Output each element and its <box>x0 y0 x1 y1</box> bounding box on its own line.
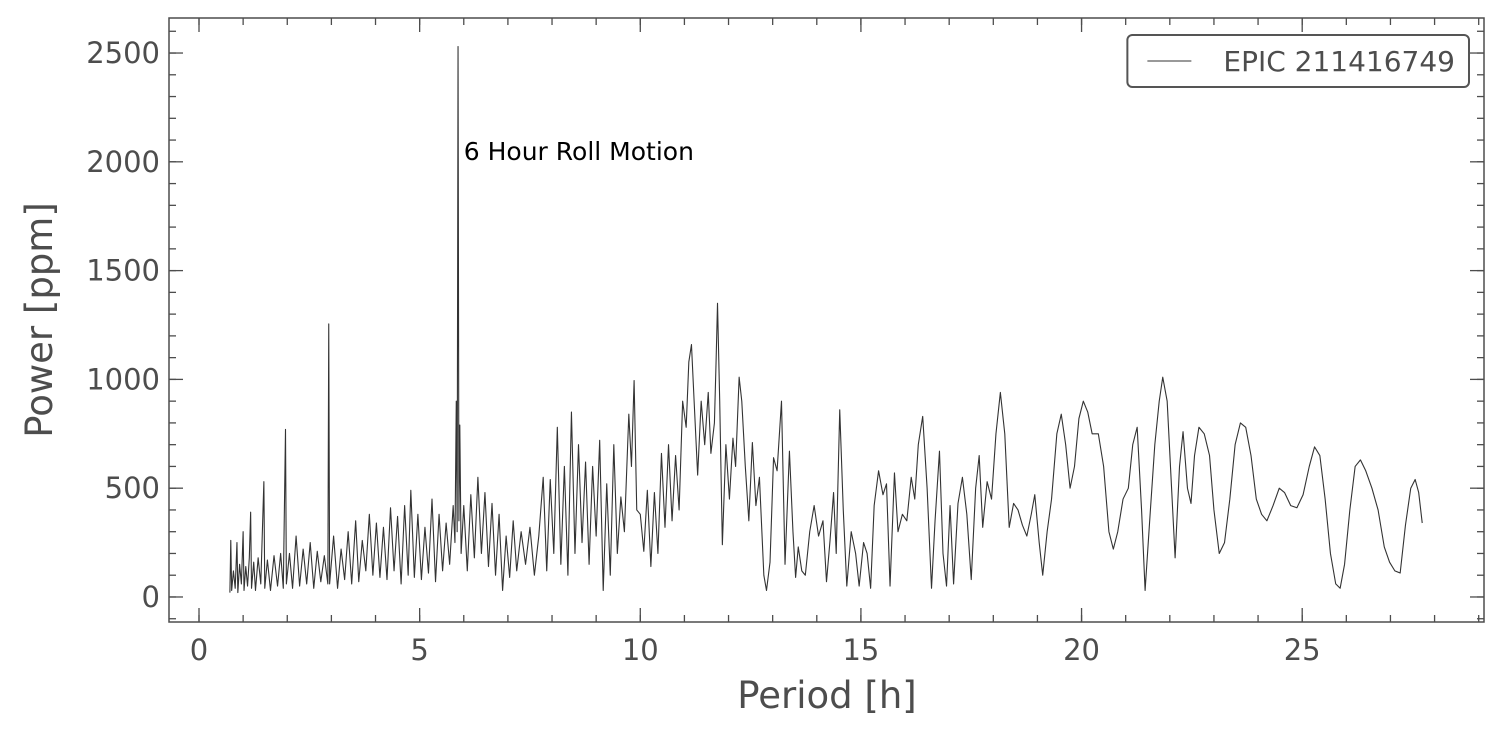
x-tick-label: 5 <box>410 633 428 667</box>
y-tick-label: 500 <box>105 471 160 505</box>
y-tick-label: 2500 <box>86 36 160 70</box>
y-tick-label: 1500 <box>86 254 160 288</box>
x-tick-label: 20 <box>1063 633 1100 667</box>
y-tick-label: 0 <box>142 580 160 614</box>
plot-frame <box>168 17 1485 623</box>
y-tick-label: 1000 <box>86 362 160 396</box>
y-tick-label: 2000 <box>86 145 160 179</box>
legend-label: EPIC 211416749 <box>1223 45 1455 78</box>
y-axis-label: Power [ppm] <box>18 202 61 438</box>
data-line <box>229 45 1423 594</box>
x-tick-label: 10 <box>622 633 659 667</box>
x-tick-label: 0 <box>190 633 208 667</box>
x-axis-label: Period [h] <box>737 674 916 717</box>
x-tick-label: 15 <box>842 633 879 667</box>
annotation: 6 Hour Roll Motion <box>464 137 694 166</box>
legend-box <box>1126 34 1470 88</box>
legend: EPIC 211416749 <box>1126 34 1470 88</box>
x-tick-label: 25 <box>1284 633 1321 667</box>
